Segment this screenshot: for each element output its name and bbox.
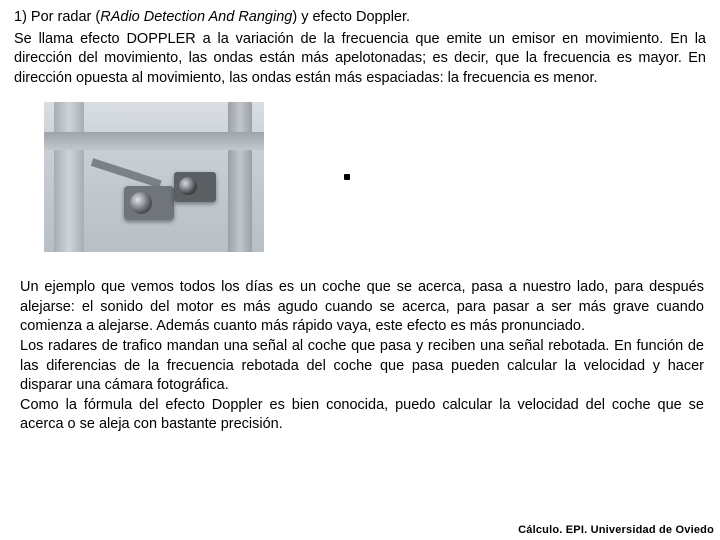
heading-prefix: 1) Por radar ( [14, 9, 100, 25]
footer-text: Cálculo. EPI. Universidad de Oviedo [518, 524, 714, 536]
heading-italic: RAdio Detection And Ranging [100, 9, 292, 25]
radar-photo [44, 102, 264, 252]
body-paragraph-1: Un ejemplo que vemos todos los días es u… [20, 278, 704, 337]
section-heading: 1) Por radar (RAdio Detection And Rangin… [14, 8, 706, 28]
intro-paragraph: Se llama efecto DOPPLER a la variación d… [14, 30, 706, 89]
body-paragraph-3: Como la fórmula del efecto Doppler es bi… [20, 396, 704, 435]
body-paragraph-2: Los radares de trafico mandan una señal … [20, 337, 704, 396]
heading-suffix: ) y efecto Doppler. [292, 9, 410, 25]
image-row [44, 102, 706, 252]
bullet-dot [344, 174, 350, 180]
